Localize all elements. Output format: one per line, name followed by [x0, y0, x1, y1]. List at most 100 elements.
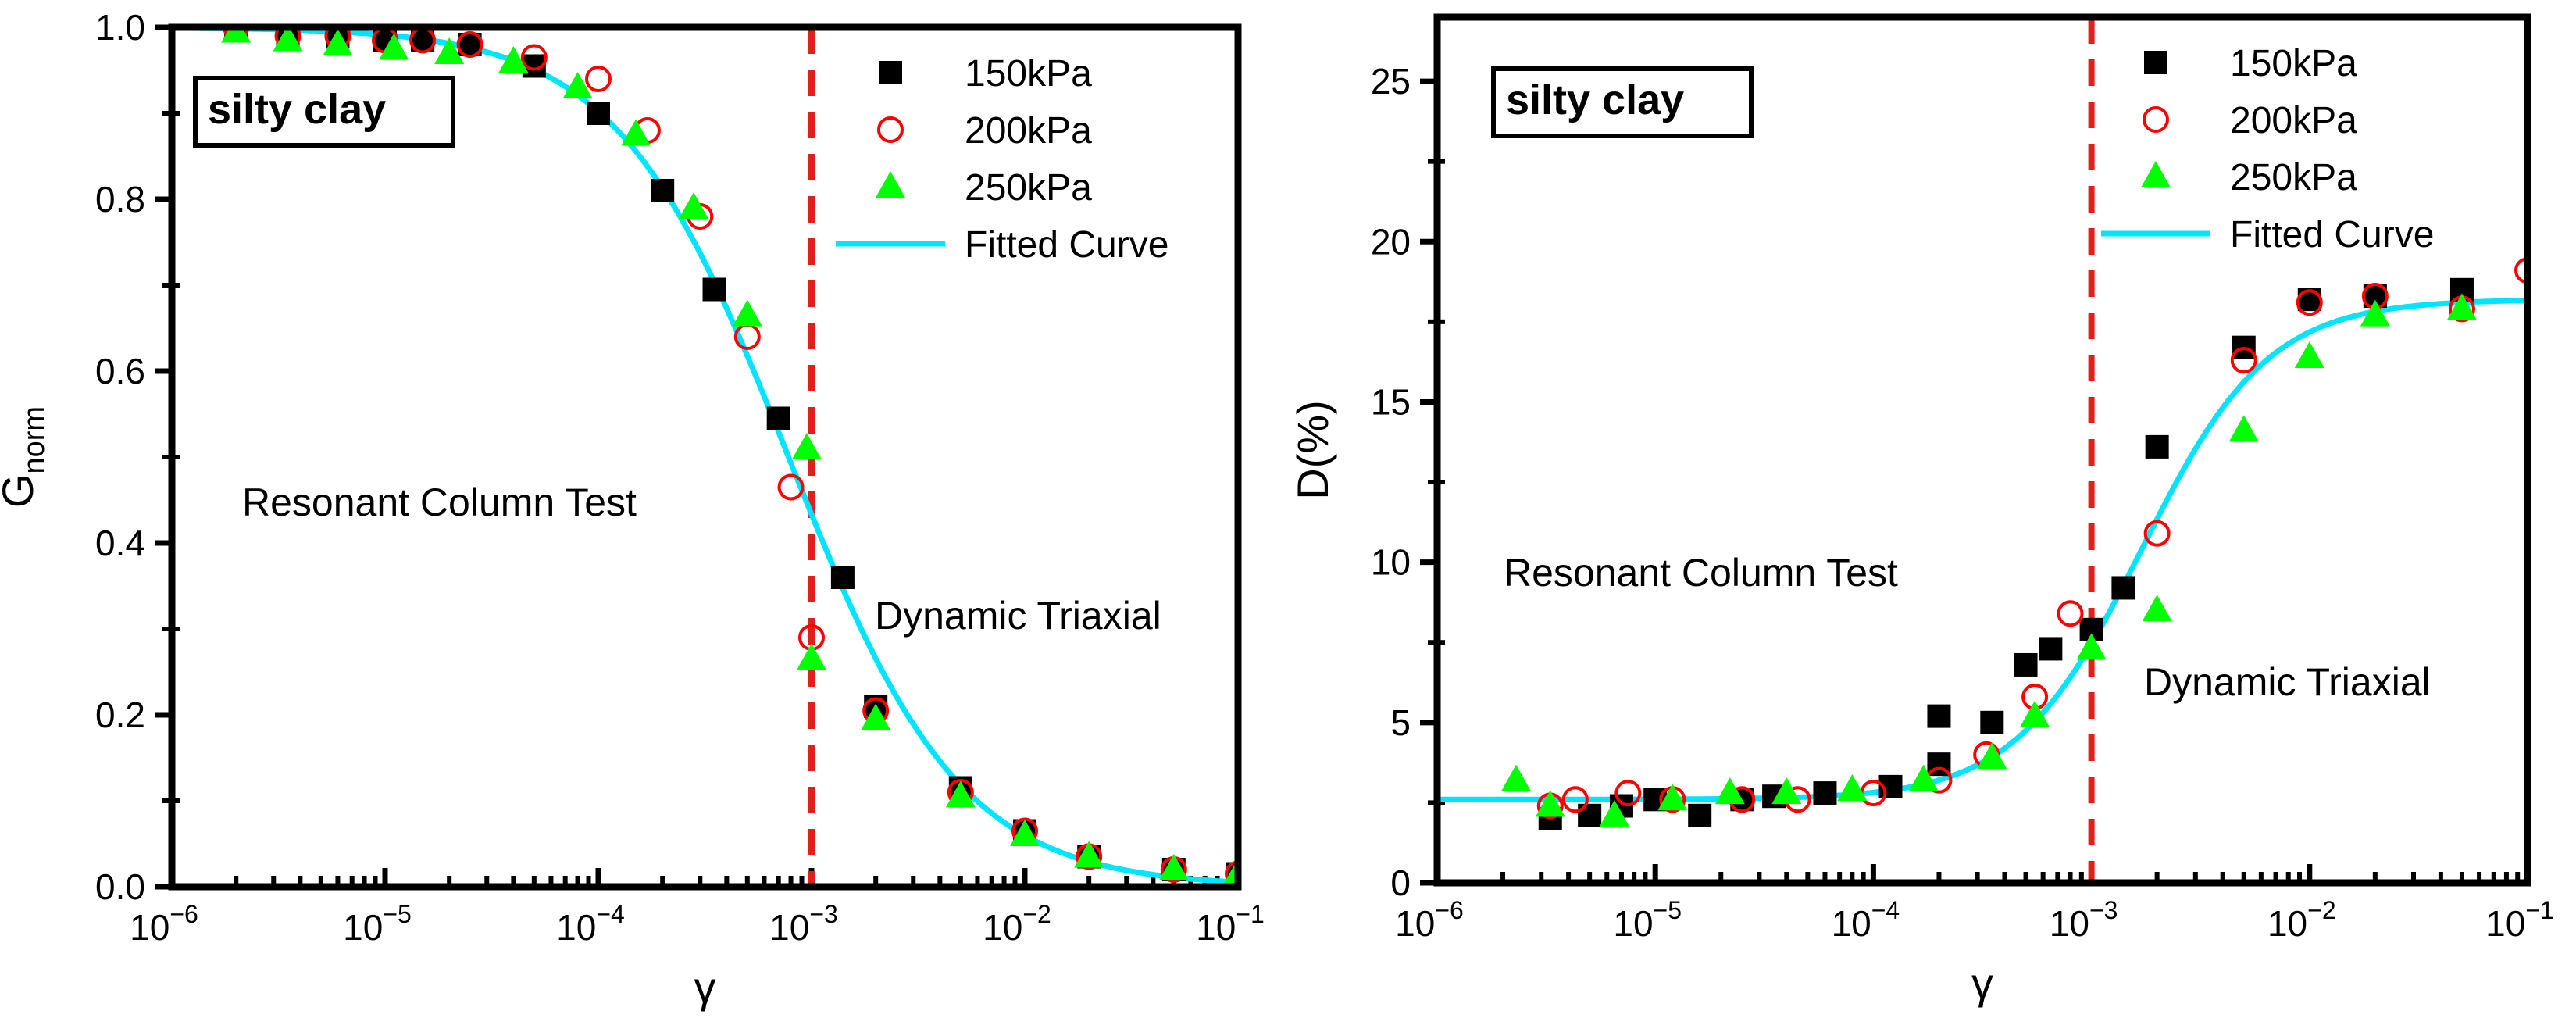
x-tick-label: 10−2 [983, 900, 1051, 948]
data-point-250kPa [323, 29, 353, 55]
y-tick-label: 25 [1371, 61, 1411, 102]
x-tick-label: 10−5 [343, 900, 412, 948]
data-point-250kPa [2228, 415, 2259, 442]
x-tick-exp: −2 [2307, 896, 2335, 924]
data-point-250kPa [1010, 820, 1040, 846]
x-tick-base: 10 [1395, 903, 1435, 944]
data-point-200kPa [1561, 786, 1589, 813]
x-tick-label: 10−1 [2485, 896, 2554, 944]
annotation-resonant-column: Resonant Column Test [1504, 551, 1898, 595]
x-tick-label: 10−4 [1832, 896, 1900, 944]
data-point-150kPa [702, 277, 726, 302]
data-point-250kPa [1535, 790, 1565, 817]
data-point-250kPa [2142, 595, 2172, 622]
data-layer [1437, 257, 2528, 830]
x-tick-exp: −4 [596, 900, 624, 928]
data-point-250kPa [273, 27, 303, 52]
x-tick-exp: −4 [1871, 896, 1900, 924]
data-point-150kPa [766, 406, 790, 430]
x-tick-label: 10−6 [1395, 896, 1464, 944]
chart-panel-g: 10−6 10−5 10−4 10−3 10−2 10−10.00.20.40.60.81… [0, 7, 1265, 1012]
data-point-250kPa [1771, 777, 1802, 805]
legend-symbol-200kPa [2143, 106, 2169, 133]
data-point-200kPa [520, 44, 548, 71]
legend-symbol-250kPa [876, 171, 905, 198]
data-point-250kPa [2360, 299, 2390, 327]
data-point-250kPa [732, 299, 762, 327]
legend-symbol-150kPa [2144, 51, 2167, 74]
x-tick-exp: −6 [1435, 896, 1463, 924]
y-tick-label: 0 [1390, 862, 1411, 903]
boxed-label: silty clay [1506, 77, 1684, 123]
x-tick-base: 10 [983, 907, 1022, 948]
legend-label: 200kPa [965, 110, 1092, 152]
data-point-250kPa [1657, 784, 1688, 811]
x-tick-label: 10−4 [556, 900, 625, 948]
y-tick-label: 0.4 [95, 523, 145, 563]
y-axis-label-main: G [0, 474, 42, 509]
data-point-250kPa [861, 703, 891, 730]
x-tick-exp: −5 [383, 900, 411, 928]
data-point-250kPa [1714, 777, 1745, 805]
data-point-150kPa [1980, 710, 2004, 734]
data-point-250kPa [1158, 854, 1189, 880]
data-point-250kPa [2020, 700, 2050, 727]
data-layer [172, 27, 1238, 887]
y-tick-label: 5 [1390, 702, 1411, 743]
y-axis-label: D(%) [1288, 400, 1337, 500]
x-tick-base: 10 [2485, 903, 2525, 944]
data-point-200kPa [2057, 600, 2084, 627]
x-tick-label: 10−6 [130, 900, 198, 948]
data-point-200kPa [1225, 860, 1238, 887]
data-point-150kPa [1927, 704, 1951, 728]
x-tick-base: 10 [556, 907, 596, 948]
y-tick-label: 1.0 [95, 7, 145, 48]
legend-symbol-200kPa [877, 116, 904, 143]
data-point-200kPa [2296, 289, 2323, 316]
legend-label: 250kPa [2230, 157, 2357, 198]
data-point-250kPa [498, 46, 529, 73]
data-point-250kPa [221, 27, 252, 43]
data-point-200kPa [777, 473, 805, 501]
data-point-150kPa [1813, 781, 1837, 805]
x-tick-exp: −1 [1236, 900, 1264, 928]
y-axis-label: Gnorm [0, 406, 51, 508]
x-tick-exp: −2 [1022, 900, 1051, 928]
annotation-dynamic-triaxial: Dynamic Triaxial [875, 594, 1161, 638]
x-tick-exp: −6 [169, 900, 198, 928]
annotation-dynamic-triaxial: Dynamic Triaxial [2144, 660, 2431, 704]
data-point-200kPa [1614, 780, 1642, 807]
data-point-250kPa [1500, 764, 1531, 791]
legend-label: 250kPa [965, 167, 1092, 209]
y-tick-label: 20 [1371, 221, 1411, 262]
legend-label: 200kPa [2230, 100, 2357, 141]
data-point-250kPa [1977, 741, 2007, 769]
x-tick-base: 10 [2267, 903, 2307, 944]
x-tick-base: 10 [1832, 903, 1871, 944]
data-point-250kPa [2076, 633, 2107, 660]
y-tick-label: 0.8 [95, 179, 145, 220]
data-point-200kPa [2230, 347, 2257, 374]
data-point-200kPa [456, 31, 483, 58]
x-tick-base: 10 [2050, 903, 2089, 944]
x-tick-label: 10−1 [1196, 900, 1265, 948]
data-point-250kPa [1223, 858, 1238, 885]
x-tick-label: 10−3 [2050, 896, 2118, 944]
data-point-250kPa [791, 433, 822, 459]
data-point-150kPa [2039, 637, 2063, 661]
data-point-150kPa [2014, 652, 2038, 677]
data-point-150kPa [2145, 434, 2169, 459]
data-point-150kPa [587, 102, 610, 125]
x-tick-base: 10 [130, 907, 169, 948]
plot-frame [168, 23, 1242, 891]
x-tick-label: 10−3 [769, 900, 838, 948]
data-point-200kPa [2143, 520, 2171, 547]
data-point-150kPa [2111, 576, 2135, 600]
legend-label: 150kPa [965, 53, 1092, 95]
plot-frame [1433, 13, 2531, 887]
x-tick-base: 10 [1613, 903, 1653, 944]
data-point-250kPa [1599, 799, 1629, 827]
legend-label: 150kPa [2230, 43, 2357, 84]
